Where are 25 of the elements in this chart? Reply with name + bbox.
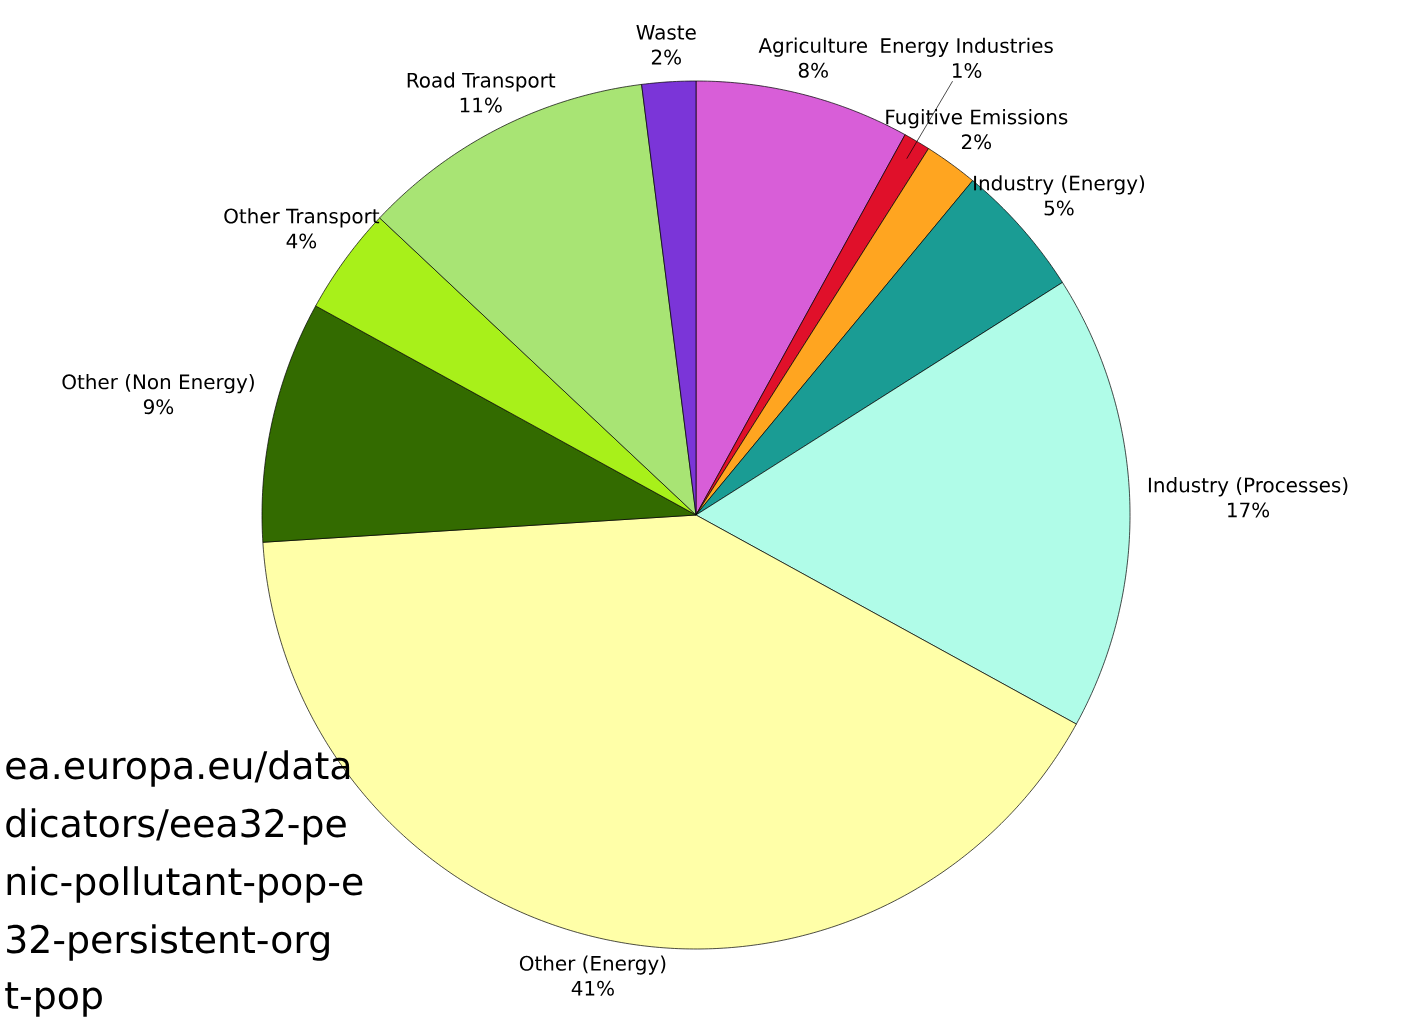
text: dicators/eea32-pe	[6, 808, 346, 845]
text: 32-persistent-org	[7, 924, 329, 961]
text: nic-pollutant-pop-e	[7, 866, 363, 903]
slice-label: Other (Energy)	[519, 955, 666, 975]
data-label: 9%	[143, 399, 174, 415]
text: t-pop	[5, 982, 102, 1017]
slice-label: Energy Industries	[881, 37, 1053, 57]
data-label: 4%	[286, 233, 317, 249]
slice-label: Road Transport	[407, 72, 556, 92]
slice-label: Waste	[636, 24, 696, 40]
data-label: 2%	[651, 49, 681, 65]
slice-label: Industry (Energy)	[974, 175, 1145, 195]
slice-label: Other Transport	[224, 208, 380, 228]
slice-label: Agriculture	[758, 37, 868, 57]
data-label: 1%	[953, 62, 982, 78]
text: ea.europa.eu/data	[6, 750, 350, 787]
data-label: 8%	[798, 62, 828, 78]
data-label: 41%	[571, 980, 614, 996]
data-label: 2%	[961, 134, 992, 150]
data-label: 17%	[1228, 502, 1270, 518]
data-label: 5%	[1044, 200, 1074, 216]
data-label: 11%	[460, 97, 502, 113]
slice-label: Fugitive Emissions	[886, 109, 1068, 129]
slice-label: Other (Non Energy)	[62, 373, 254, 394]
slice-label: Industry (Processes)	[1148, 477, 1348, 497]
